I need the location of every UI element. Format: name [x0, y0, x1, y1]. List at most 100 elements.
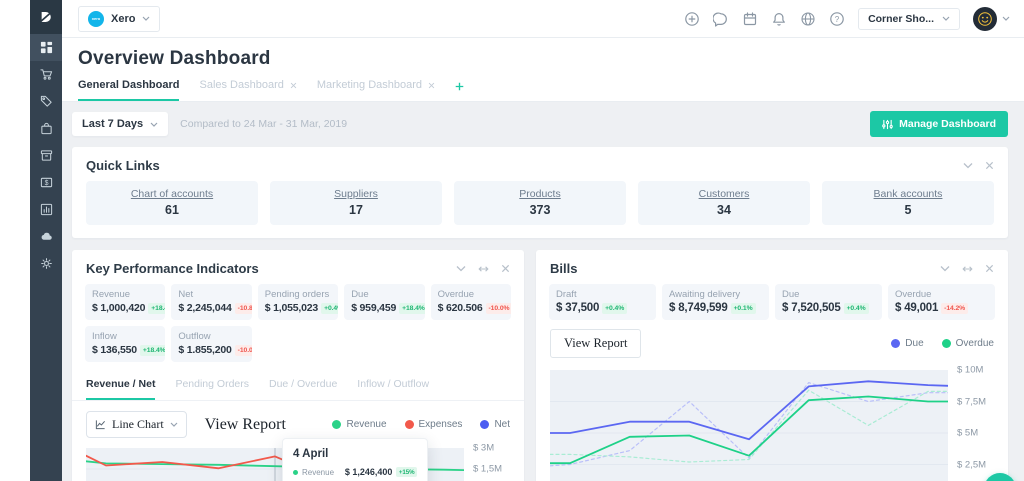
tooltip-row-revenue: Revenue $ 1,246,400 +15% [293, 467, 417, 477]
chevron-down-icon [1002, 16, 1010, 21]
delta-badge: +18.4% [139, 344, 166, 356]
close-panel-icon[interactable] [985, 161, 994, 170]
quick-link-label[interactable]: Customers [698, 188, 750, 200]
collapse-panel-icon[interactable] [456, 265, 466, 272]
page-header: Overview Dashboard General Dashboard Sal… [62, 38, 1024, 102]
widgets-row: Key Performance Indicators Revenue $ 1,0… [72, 250, 1008, 481]
avatar [973, 6, 997, 31]
notifications-icon[interactable] [771, 11, 787, 27]
sidebar-item-settings[interactable] [30, 250, 62, 277]
kpi-chart: $ 3M$ 1,5M$ 0$ -1,5M$ -3M 1 Apr2 Apr3 Ap… [86, 438, 510, 481]
collapse-panel-icon[interactable] [940, 265, 950, 272]
chat-fab-button[interactable] [984, 473, 1016, 481]
bills-chart-plot[interactable] [550, 370, 948, 481]
calendar-icon[interactable] [742, 11, 758, 27]
sidebar-item-orders[interactable] [30, 142, 62, 169]
sidebar-item-billing[interactable]: $ [30, 169, 62, 196]
kpi-chip-net[interactable]: Net $ 2,245,044-10.8% [171, 284, 252, 320]
kpi-controls: Line Chart View Report Revenue Expenses … [72, 401, 524, 444]
chevron-down-icon [143, 16, 150, 21]
resize-panel-icon[interactable] [478, 265, 489, 273]
kpi-chip-revenue[interactable]: Revenue $ 1,000,420+18.4% [85, 284, 166, 320]
close-icon[interactable] [428, 82, 435, 89]
sidebar-item-integrations[interactable] [30, 223, 62, 250]
cart-icon [39, 69, 52, 80]
kpi-chip-outflow[interactable]: Outflow $ 1.855,200-10.0% [171, 326, 252, 362]
legend-due: Due [891, 338, 924, 349]
close-panel-icon[interactable] [985, 264, 994, 273]
bills-view-report-button[interactable]: View Report [550, 329, 642, 358]
quick-link-value: 5 [904, 203, 912, 217]
tab-label: General Dashboard [78, 79, 180, 91]
quick-link-label[interactable]: Suppliers [334, 188, 378, 200]
chevron-down-icon [942, 16, 950, 21]
bills-chip-due[interactable]: Due $ 7,520,505 +0.4% [775, 284, 882, 320]
kpi-chip-due[interactable]: Due $ 959,459 +18.4% [344, 284, 425, 320]
add-tab-button[interactable] [455, 82, 464, 99]
smiley-icon [978, 11, 992, 26]
quick-links-title: Quick Links [86, 158, 160, 173]
panel-controls [456, 264, 510, 273]
bills-chips: Draft $ 37,500 +0.4% Awaiting delivery $ … [536, 284, 1008, 320]
quick-link-bank-accounts[interactable]: Bank accounts 5 [822, 181, 994, 225]
cloud-icon [41, 232, 52, 240]
company-name: Corner Sho... [868, 12, 934, 25]
workspace-selector[interactable]: xero Xero [78, 5, 161, 32]
kpi-view-report-button[interactable]: View Report [194, 413, 296, 436]
kpi-chip-pending-orders[interactable]: Pending orders $ 1,055,023+0.4% [257, 284, 339, 320]
quick-link-label[interactable]: Chart of accounts [130, 188, 214, 200]
sidebar-item-reports[interactable] [30, 196, 62, 223]
bills-chip-awaiting-delivery[interactable]: Awaiting delivery $ 8,749,599 +0.1% [662, 284, 769, 320]
sidebar-item-products[interactable] [30, 88, 62, 115]
company-selector[interactable]: Corner Sho... [858, 7, 960, 30]
quick-links-cards: Chart of accounts 61 Suppliers 17 Produc… [72, 181, 1008, 238]
kpi-tab-revenue-net[interactable]: Revenue / Net [86, 374, 156, 400]
quick-link-suppliers[interactable]: Suppliers 17 [270, 181, 442, 225]
quick-link-chart-of-accounts[interactable]: Chart of accounts 61 [86, 181, 258, 225]
delta-badge: +0.4% [321, 302, 339, 314]
chart-type-label: Line Chart [112, 417, 164, 431]
sliders-icon [882, 119, 893, 129]
sidebar-item-dashboard[interactable] [30, 34, 62, 61]
app-logo[interactable] [30, 0, 62, 34]
tab-sales-dashboard[interactable]: Sales Dashboard [199, 79, 297, 101]
tab-label: Marketing Dashboard [316, 79, 423, 91]
delta-badge: +18.4% [399, 302, 425, 314]
quick-link-label[interactable]: Bank accounts [873, 188, 943, 200]
resize-panel-icon[interactable] [962, 265, 973, 273]
tab-marketing-dashboard[interactable]: Marketing Dashboard [317, 79, 435, 101]
kpi-tab-pending-orders[interactable]: Pending Orders [175, 378, 249, 390]
kpi-chip-inflow[interactable]: Inflow $ 136,550 +18.4% [85, 326, 166, 362]
quick-link-customers[interactable]: Customers 34 [638, 181, 810, 225]
kpi-chip-overdue[interactable]: Overdue $ 620.506 -10.0% [430, 284, 511, 320]
date-range-selector[interactable]: Last 7 Days [72, 112, 169, 136]
kpi-legend: Revenue Expenses Net [332, 419, 510, 430]
quick-link-products[interactable]: Products 373 [454, 181, 626, 225]
kpi-tab-due-overdue[interactable]: Due / Overdue [269, 378, 338, 390]
manage-dashboard-button[interactable]: Manage Dashboard [870, 111, 1008, 137]
add-icon[interactable] [684, 11, 700, 27]
sidebar-item-purchases[interactable] [30, 115, 62, 142]
user-menu[interactable] [973, 6, 1010, 31]
language-icon[interactable] [800, 11, 816, 27]
topbar-actions: ? Corner Sho... [684, 6, 1010, 31]
kpi-metric-tabs: Revenue / Net Pending Orders Due / Overd… [72, 374, 524, 401]
messages-icon[interactable] [713, 11, 729, 27]
bills-chip-overdue[interactable]: Overdue $ 49,001 -14.2% [888, 284, 995, 320]
compared-period-label: Compared to 24 Mar - 31 Mar, 2019 [180, 118, 348, 130]
chart-type-selector[interactable]: Line Chart [86, 411, 187, 438]
sidebar-item-sales[interactable] [30, 61, 62, 88]
kpi-tab-inflow-outflow[interactable]: Inflow / Outflow [357, 378, 430, 390]
svg-text:?: ? [835, 15, 840, 24]
collapse-panel-icon[interactable] [963, 162, 973, 169]
close-icon[interactable] [290, 82, 297, 89]
quick-link-label[interactable]: Products [519, 188, 561, 200]
bills-chip-draft[interactable]: Draft $ 37,500 +0.4% [549, 284, 656, 320]
close-panel-icon[interactable] [501, 264, 510, 273]
delta-badge: +15% [396, 467, 417, 477]
tab-general-dashboard[interactable]: General Dashboard [78, 79, 180, 101]
manage-dashboard-label: Manage Dashboard [899, 118, 996, 130]
kpi-header: Key Performance Indicators [72, 250, 524, 284]
help-icon[interactable]: ? [829, 11, 845, 27]
bag-icon [40, 122, 52, 135]
